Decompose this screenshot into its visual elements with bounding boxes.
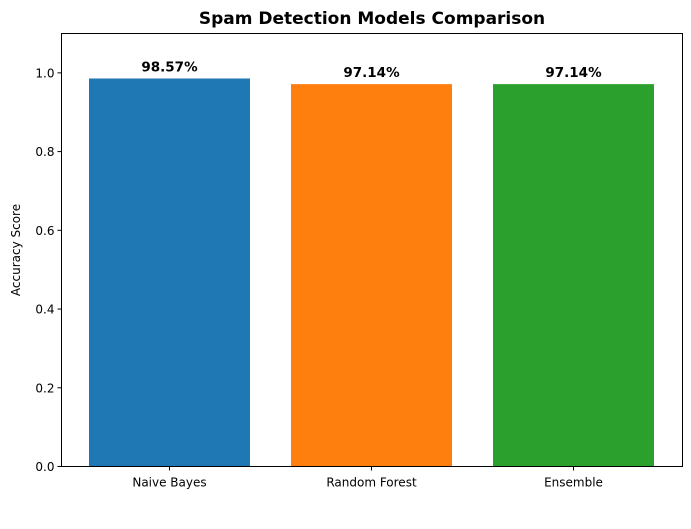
- y-tick-label: 0.6: [35, 224, 54, 238]
- y-tick-label: 0.0: [35, 460, 54, 474]
- bar-value-label: 97.14%: [545, 65, 602, 81]
- bar-value-label: 97.14%: [343, 65, 400, 81]
- x-tick-label: Random Forest: [326, 476, 417, 490]
- bar-value-label: 98.57%: [141, 59, 198, 75]
- y-tick-label: 0.8: [35, 145, 54, 159]
- y-tick-label: 1.0: [35, 66, 54, 80]
- bar-ensemble: [493, 84, 654, 467]
- axis-ticks: Naive Bayes Random Forest Ensemble 0.0 0.2 0.…: [35, 66, 603, 489]
- chart-title: Spam Detection Models Comparison: [199, 9, 545, 29]
- x-tick-label: Ensemble: [544, 476, 603, 490]
- y-tick-label: 0.4: [35, 303, 54, 317]
- bar-naive-bayes: [89, 78, 250, 467]
- y-axis-label: Accuracy Score: [9, 204, 23, 296]
- y-tick-label: 0.2: [35, 381, 54, 395]
- bars-group: 98.57% 97.14% 97.14%: [89, 59, 654, 467]
- plot-frame: [61, 33, 683, 467]
- x-tick-label: Naive Bayes: [132, 476, 206, 490]
- bar-random-forest: [291, 84, 452, 467]
